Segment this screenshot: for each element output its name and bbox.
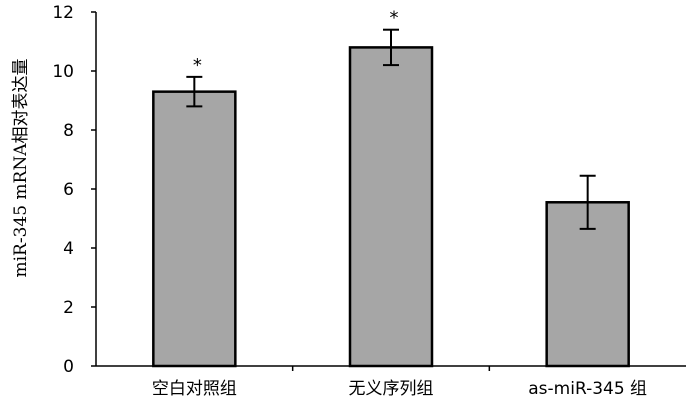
bar: [348, 46, 434, 368]
y-tick-label: 2: [63, 298, 74, 318]
significance-labels: **: [193, 8, 399, 76]
bar: [152, 90, 237, 368]
y-tick-label: 4: [63, 239, 74, 259]
y-axis-title-group: miR-345 mRNA相对表达量: [11, 58, 31, 277]
y-ticks: 0 2 4 6 8 10 12: [52, 3, 96, 377]
significance-asterisk: *: [193, 55, 202, 76]
x-tick-label: 无义序列组: [349, 379, 434, 399]
y-tick-label: 10: [52, 62, 74, 82]
x-tick-labels: 空白对照组 无义序列组 as-miR-345 组: [152, 379, 647, 399]
y-tick-label: 0: [63, 357, 74, 377]
y-axis-title: miR-345 mRNA相对表达量: [11, 58, 31, 277]
error-bars: [186, 28, 596, 230]
y-tick-label: 12: [52, 3, 74, 23]
significance-asterisk: *: [390, 8, 399, 29]
y-tick-label: 6: [63, 180, 74, 200]
x-tick-label: as-miR-345 组: [528, 379, 647, 399]
y-tick-label: 8: [63, 121, 74, 141]
x-tick-label: 空白对照组: [152, 379, 237, 399]
bars: [152, 46, 630, 368]
